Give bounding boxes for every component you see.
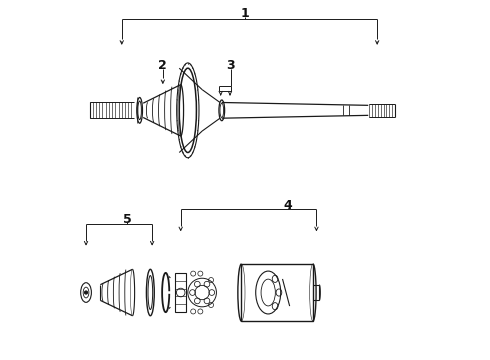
Text: 3: 3 [226, 59, 235, 72]
Text: 2: 2 [158, 59, 167, 72]
Text: 1: 1 [241, 8, 249, 21]
Circle shape [85, 291, 88, 294]
Bar [242, 264, 313, 321]
Text: 4: 4 [284, 198, 292, 212]
Text: 5: 5 [122, 213, 131, 226]
Bar [175, 273, 186, 312]
